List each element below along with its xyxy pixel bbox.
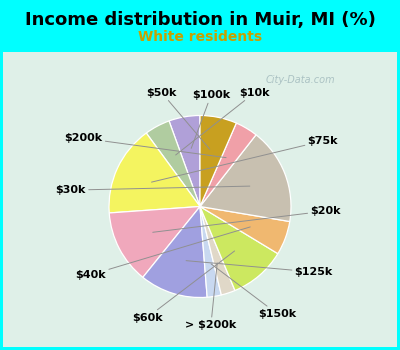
Text: > $200k: > $200k [185,263,236,330]
Wedge shape [200,123,256,206]
Text: $40k: $40k [76,227,250,280]
Wedge shape [146,121,200,206]
Text: $60k: $60k [132,251,234,322]
Text: White residents: White residents [138,30,262,44]
Text: $150k: $150k [211,264,296,319]
Text: $125k: $125k [186,261,333,277]
Text: $75k: $75k [152,136,338,182]
FancyBboxPatch shape [3,52,397,347]
Wedge shape [109,206,200,277]
Wedge shape [200,206,278,290]
Text: $100k: $100k [191,91,230,148]
Wedge shape [169,116,200,206]
Wedge shape [109,133,200,213]
Text: $20k: $20k [153,206,341,232]
Wedge shape [200,206,221,297]
Wedge shape [200,206,235,295]
Text: Income distribution in Muir, MI (%): Income distribution in Muir, MI (%) [24,11,376,29]
Text: $50k: $50k [146,88,210,149]
Wedge shape [200,206,290,254]
Wedge shape [200,135,291,222]
Text: $30k: $30k [56,185,250,195]
Text: $200k: $200k [64,133,226,158]
Wedge shape [143,206,207,298]
Wedge shape [200,116,236,206]
Text: $10k: $10k [176,88,270,155]
Text: City-Data.com: City-Data.com [265,75,335,85]
